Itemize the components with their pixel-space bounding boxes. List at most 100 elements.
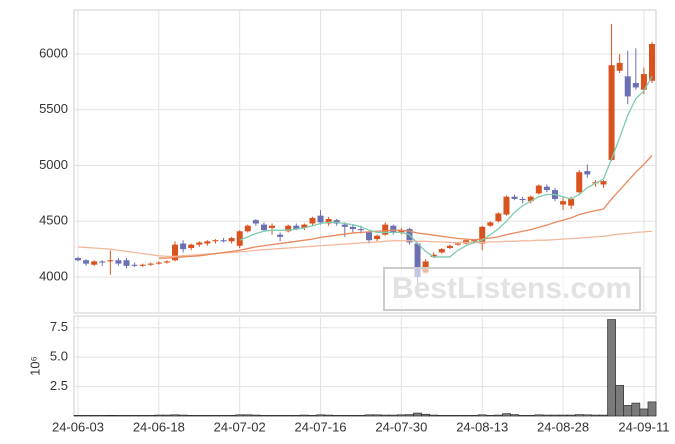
- candle-body: [366, 232, 373, 241]
- volume-bar: [534, 414, 544, 417]
- x-tick-label: 24-07-30: [375, 419, 427, 434]
- volume-bar: [607, 319, 616, 417]
- volume-bar: [138, 415, 148, 417]
- candle-body: [244, 225, 251, 232]
- candle-body: [398, 230, 405, 233]
- candle-body: [349, 226, 356, 230]
- candle-body: [479, 226, 486, 244]
- candle-body: [75, 258, 81, 261]
- volume-bar: [324, 414, 333, 417]
- volume-bar: [114, 415, 123, 417]
- volume-bar: [566, 414, 576, 417]
- volume-bar: [599, 414, 608, 417]
- candle-body: [454, 243, 461, 245]
- candle-body: [341, 224, 348, 227]
- candle-body: [228, 237, 235, 242]
- volume-bar: [348, 415, 358, 417]
- volume-bar: [300, 414, 309, 417]
- candle-body: [325, 219, 332, 224]
- volume-bar: [413, 412, 422, 417]
- volume-bar: [477, 414, 487, 417]
- x-tick-label: 24-07-16: [295, 419, 347, 434]
- candle-body: [446, 245, 453, 249]
- volume-bar: [186, 415, 196, 417]
- candle-body: [196, 242, 203, 245]
- candle-body: [220, 240, 227, 242]
- candle-body: [422, 261, 429, 273]
- y-tick-label: 4000: [39, 268, 68, 283]
- candle-body: [180, 243, 187, 250]
- candle-body: [83, 260, 90, 264]
- candle-body: [471, 240, 478, 242]
- volume-bar: [469, 415, 479, 417]
- volume-bar: [591, 414, 600, 417]
- volume-bar: [623, 405, 633, 417]
- volume-bar: [445, 415, 455, 417]
- x-tick-label: 24-08-13: [456, 419, 508, 434]
- candle-body: [107, 260, 114, 262]
- volume-bar: [130, 415, 139, 417]
- candle-body: [115, 260, 122, 264]
- volume-bar: [211, 415, 220, 417]
- volume-bar: [235, 414, 245, 417]
- y-tick-label: 7.5: [50, 319, 68, 334]
- y-tick-label: 5500: [39, 101, 68, 116]
- candle-body: [576, 172, 583, 193]
- candle-body: [188, 244, 195, 249]
- volume-bar: [518, 415, 527, 417]
- candle-body: [495, 213, 502, 222]
- volume-bar: [243, 414, 253, 417]
- candle-body: [503, 196, 510, 215]
- volume-bar: [461, 415, 471, 417]
- volume-bar: [146, 415, 156, 417]
- candle-body: [487, 222, 494, 226]
- candle-body: [163, 261, 170, 263]
- volume-bar: [510, 414, 519, 417]
- candle-body: [560, 201, 567, 205]
- y-tick-label: 5.0: [50, 349, 68, 364]
- candle-body: [640, 74, 647, 90]
- moving-average-line: [158, 155, 653, 259]
- candle-body: [527, 196, 534, 202]
- volume-bar: [267, 415, 277, 417]
- candle-body: [317, 215, 324, 223]
- y-tick-label: 4500: [39, 213, 68, 228]
- volume-bar: [122, 415, 131, 417]
- moving-average-line: [77, 230, 653, 258]
- candle-body: [285, 225, 292, 232]
- volume-bar: [340, 415, 350, 417]
- candle-body: [414, 243, 421, 277]
- x-tick-label: 24-06-03: [52, 419, 104, 434]
- volume-bar: [105, 414, 115, 417]
- candle-body: [131, 264, 138, 266]
- candle-body: [584, 171, 591, 175]
- volume-bar: [405, 414, 414, 417]
- x-tick-label: 24-09-11: [618, 419, 669, 434]
- volume-bar: [81, 415, 91, 417]
- volume-bar: [558, 414, 568, 417]
- candle-body: [568, 198, 575, 206]
- candle-body: [277, 234, 284, 237]
- candle-body: [309, 217, 316, 224]
- volume-bar: [429, 414, 439, 417]
- volume-bar: [494, 414, 503, 417]
- watermark-box: [383, 267, 641, 311]
- candle-body: [123, 260, 130, 266]
- volume-bar: [308, 415, 317, 417]
- candle-body: [155, 262, 162, 264]
- volume-bar: [170, 414, 180, 417]
- candle-body: [608, 65, 615, 160]
- candle-body: [382, 224, 389, 235]
- candle-body: [543, 186, 550, 191]
- volume-bar: [615, 385, 625, 417]
- volume-bar: [380, 414, 390, 417]
- candle-body: [269, 225, 276, 228]
- volume-bar: [542, 414, 552, 417]
- candle-body: [252, 220, 259, 224]
- y-tick-label: 2.5: [50, 378, 68, 393]
- volume-bar: [219, 415, 228, 417]
- volume-bar: [162, 414, 172, 417]
- candle-body: [260, 224, 267, 231]
- volume-bar: [332, 415, 342, 417]
